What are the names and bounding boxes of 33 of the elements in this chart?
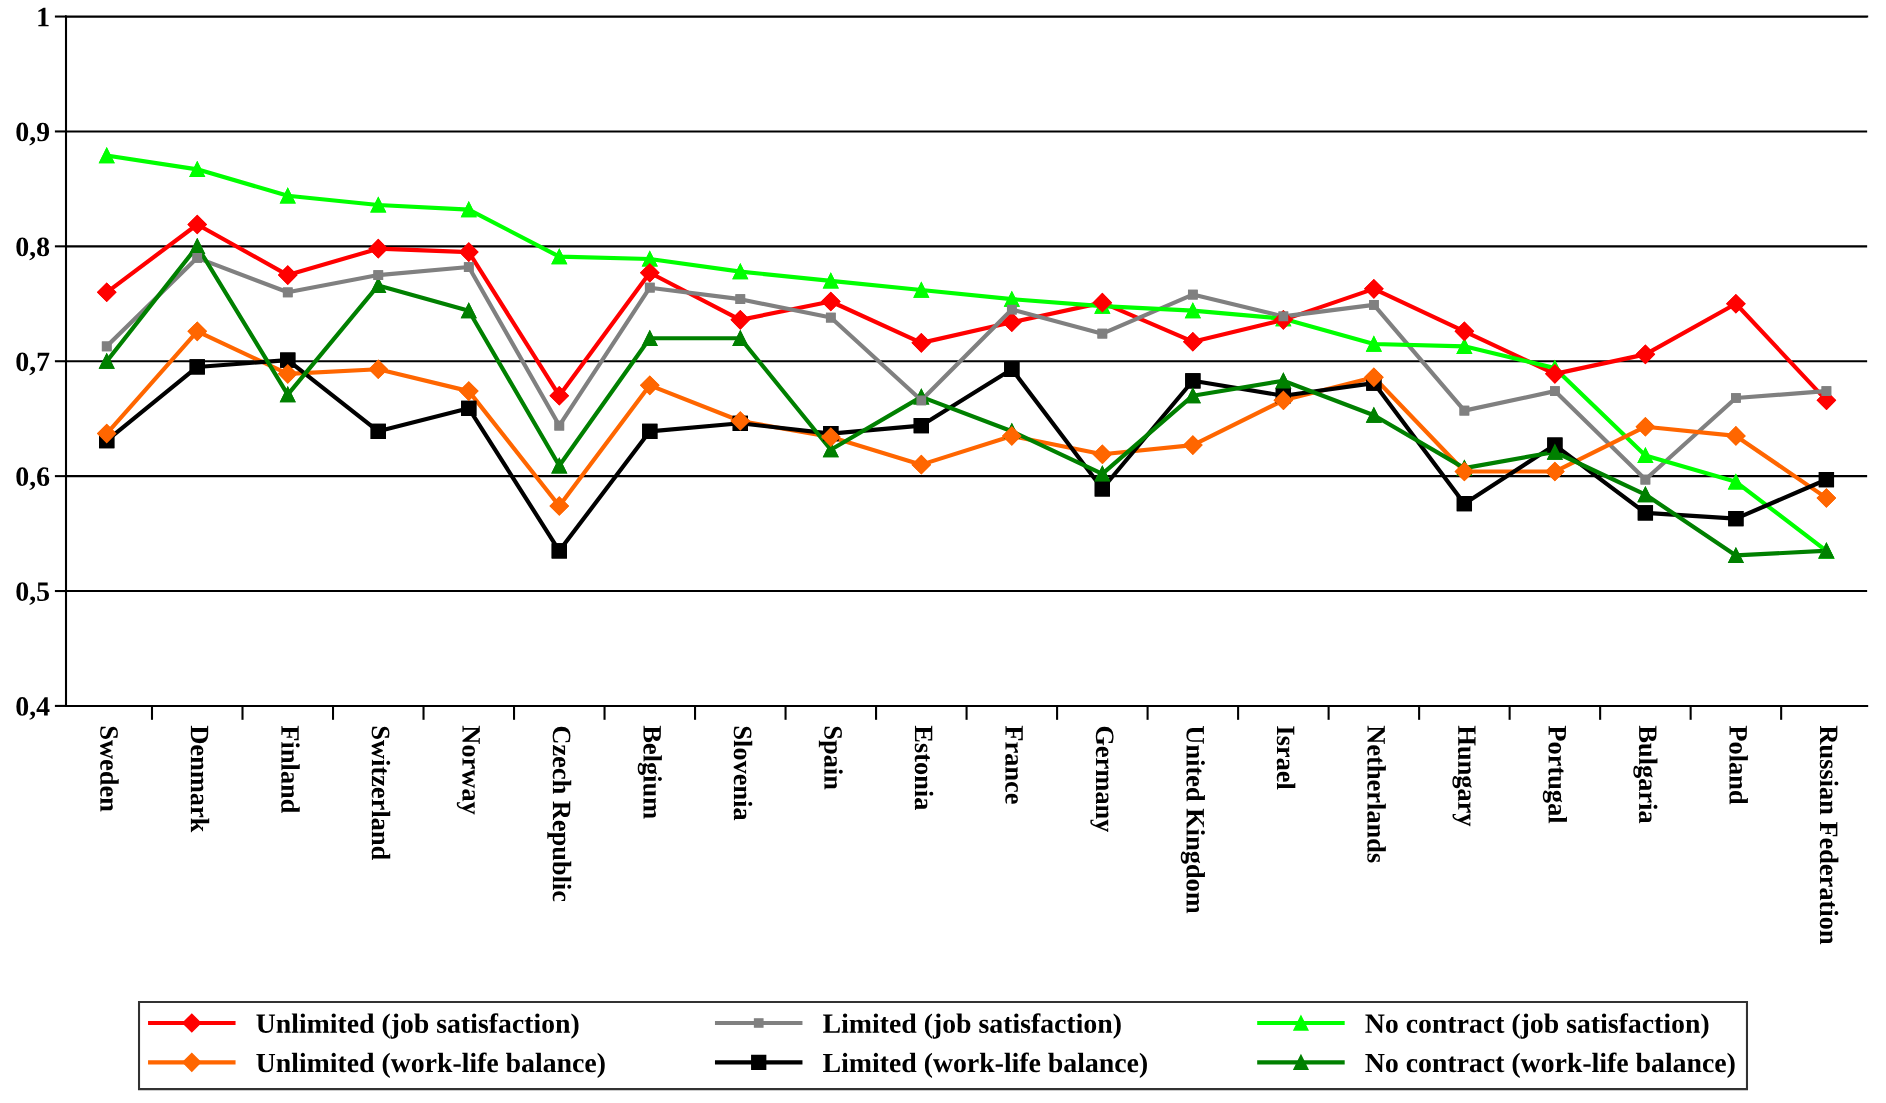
x-tick-label: Portugal — [1542, 725, 1567, 824]
y-tick-label: 0,4 — [16, 697, 50, 720]
y-tick-label: 0,8 — [16, 237, 50, 261]
x-tick-label: Belgium — [637, 725, 662, 819]
y-tick-label: 0,7 — [16, 352, 50, 376]
x-tick-label: Norway — [456, 725, 480, 815]
x-tick-label: France — [1005, 725, 1023, 804]
x-tick-label: Hungary — [1452, 725, 1476, 827]
x-tick-label: Poland — [1729, 725, 1748, 805]
x-tick-label: Germany — [1090, 726, 1114, 833]
legend-label: Unlimited (job satisfaction) — [256, 1013, 579, 1039]
y-tick-label: 0,9 — [16, 122, 50, 146]
legend-label: Unlimited (work-life balance) — [256, 1052, 605, 1078]
x-tick-label: Finland — [281, 725, 300, 814]
x-tick-label: Russian Federation — [1819, 725, 1839, 945]
y-tick-label: 1 — [38, 7, 49, 27]
x-tick-label: Spain — [818, 726, 843, 790]
x-tick-label: Bulgaria — [1633, 725, 1658, 824]
legend-label: No contract (job satisfaction) — [1365, 1013, 1709, 1039]
x-tick-label: Czech Republic — [547, 726, 572, 902]
x-tick-label: Slovenia — [733, 726, 753, 821]
x-tick-label: United Kingdom — [1180, 726, 1205, 914]
x-tick-label: Netherlands — [1367, 725, 1386, 863]
y-tick-label: 0,5 — [16, 582, 50, 605]
x-tick-label: Switzerland — [371, 726, 391, 860]
x-tick-label: Denmark — [190, 725, 210, 833]
legend-label: Limited (job satisfaction) — [823, 1013, 1121, 1039]
legend-label: Limited (work-life balance) — [823, 1052, 1147, 1078]
x-tick-label: Sweden — [100, 726, 119, 812]
x-tick-label: Israel — [1276, 726, 1296, 790]
x-tick-label: Estonia — [914, 725, 934, 811]
legend-label: No contract (work-life balance) — [1365, 1052, 1735, 1078]
y-tick-label: 0,6 — [16, 467, 50, 491]
